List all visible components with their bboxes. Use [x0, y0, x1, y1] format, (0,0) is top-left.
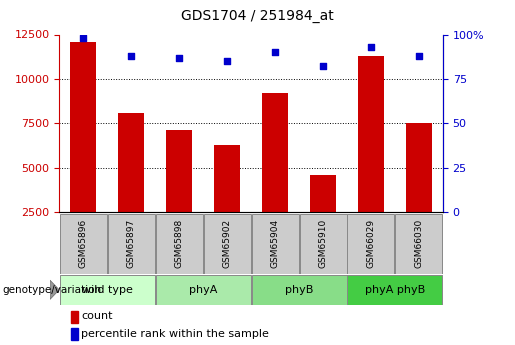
Bar	[70, 42, 96, 212]
Bar	[71, 310, 78, 323]
Text: GSM65902: GSM65902	[222, 219, 232, 268]
Text: phyB: phyB	[285, 285, 313, 295]
Point	[127, 53, 135, 59]
Bar	[71, 328, 78, 340]
Text: GSM65904: GSM65904	[270, 219, 280, 268]
Text: GSM65896: GSM65896	[79, 219, 88, 268]
Bar	[60, 214, 107, 274]
Point	[415, 53, 423, 59]
Point	[319, 64, 327, 69]
Bar	[156, 214, 202, 274]
Bar	[348, 214, 394, 274]
Text: GSM66030: GSM66030	[415, 219, 423, 268]
Text: count: count	[81, 312, 113, 321]
Text: GSM65897: GSM65897	[127, 219, 135, 268]
Bar	[358, 56, 384, 212]
Text: genotype/variation: genotype/variation	[3, 285, 101, 295]
Bar	[251, 214, 299, 274]
Bar	[203, 214, 251, 274]
Text: wild type: wild type	[82, 285, 133, 295]
Bar	[406, 124, 432, 212]
Bar	[396, 214, 442, 274]
Point	[79, 35, 88, 41]
Point	[223, 58, 231, 64]
Text: percentile rank within the sample: percentile rank within the sample	[81, 329, 269, 338]
Text: GSM65910: GSM65910	[318, 219, 328, 268]
Bar	[262, 93, 288, 212]
Point	[175, 55, 183, 60]
Text: GDS1704 / 251984_at: GDS1704 / 251984_at	[181, 9, 334, 23]
Text: phyA: phyA	[189, 285, 217, 295]
Bar	[251, 275, 347, 305]
Point	[271, 50, 279, 55]
Bar	[118, 113, 144, 212]
Bar	[214, 145, 241, 212]
Bar	[300, 214, 347, 274]
Polygon shape	[50, 280, 59, 299]
Text: GSM65898: GSM65898	[175, 219, 184, 268]
Point	[367, 44, 375, 50]
Bar	[60, 275, 154, 305]
Bar	[348, 275, 442, 305]
Text: phyA phyB: phyA phyB	[365, 285, 425, 295]
Bar	[108, 214, 154, 274]
Bar	[310, 175, 336, 212]
Bar	[156, 275, 251, 305]
Bar	[166, 130, 192, 212]
Text: GSM66029: GSM66029	[367, 219, 375, 268]
